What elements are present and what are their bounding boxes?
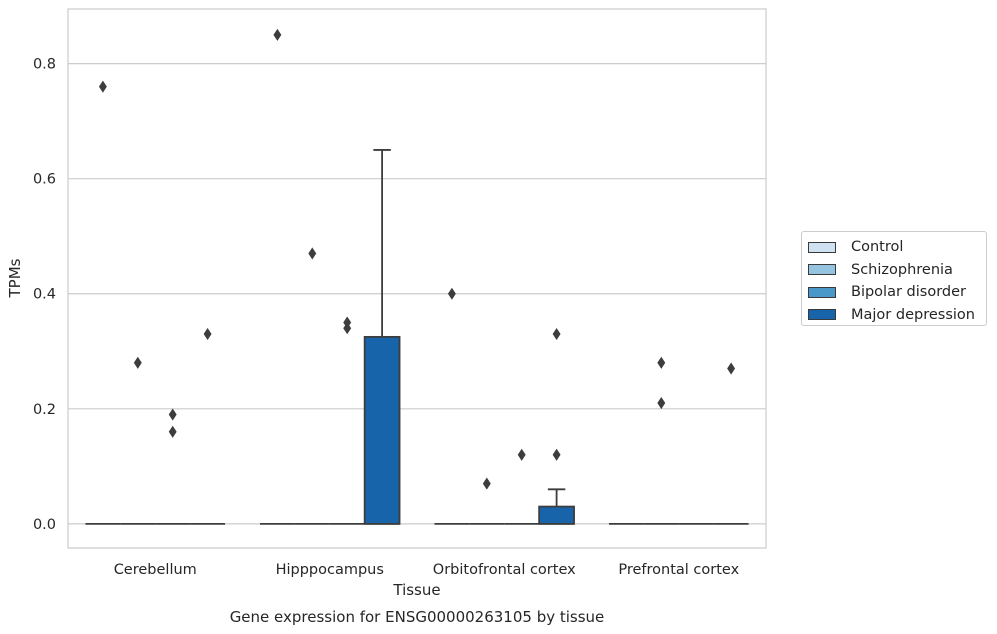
x-axis-label: Tissue bbox=[392, 581, 440, 599]
x-tick-label: Hipppocampus bbox=[276, 562, 384, 578]
legend-item-major-depression: Major depression bbox=[808, 304, 986, 327]
y-axis-label: TPMs bbox=[6, 258, 24, 298]
legend-swatch-control bbox=[808, 241, 836, 253]
y-tick-label: 0.4 bbox=[33, 287, 56, 303]
outlier-point-schizophrenia bbox=[657, 396, 666, 410]
outlier-point-schizophrenia bbox=[482, 477, 491, 490]
outlier-point-bipolar-disorder bbox=[517, 448, 526, 461]
legend-item-bipolar-disorder: Bipolar disorder bbox=[808, 281, 986, 304]
box-major-depression bbox=[363, 335, 401, 525]
outlier-point-major-depression bbox=[552, 448, 561, 461]
legend-swatch-schizophrenia bbox=[808, 264, 836, 276]
plot-frame bbox=[67, 8, 767, 549]
x-tick-label: Prefrontal cortex bbox=[618, 562, 739, 578]
outlier-point-schizophrenia bbox=[657, 356, 666, 369]
y-tick-labels: 0.0 0.2 0.4 0.6 0.8 bbox=[33, 57, 56, 533]
outlier-point-major-depression bbox=[727, 362, 736, 375]
legend-swatch-bipolar-disorder bbox=[808, 286, 836, 298]
y-tick-label: 0.6 bbox=[33, 172, 56, 188]
outlier-point-control bbox=[273, 28, 282, 41]
legend-label-major-depression: Major depression bbox=[851, 306, 975, 323]
legend-swatch-major-depression bbox=[808, 309, 836, 321]
legend: Control Schizophrenia Bipolar disorder M… bbox=[801, 231, 987, 326]
legend-item-control: Control bbox=[808, 236, 986, 259]
outlier-point-bipolar-disorder bbox=[343, 316, 352, 329]
box-major-depression bbox=[538, 505, 575, 525]
y-tick-label: 0.2 bbox=[33, 402, 56, 418]
outlier-point-schizophrenia bbox=[133, 356, 142, 369]
grid-lines bbox=[68, 63, 766, 525]
legend-item-schizophrenia: Schizophrenia bbox=[808, 259, 986, 282]
y-tick-label: 0.8 bbox=[33, 57, 56, 73]
chart-title: Gene expression for ENSG00000263105 by t… bbox=[230, 608, 605, 626]
outlier-point-major-depression bbox=[552, 327, 561, 341]
outlier-point-major-depression bbox=[203, 327, 212, 341]
legend-label-schizophrenia: Schizophrenia bbox=[851, 261, 953, 278]
outlier-point-bipolar-disorder bbox=[168, 408, 177, 421]
legend-label-control: Control bbox=[851, 239, 904, 256]
x-tick-label: Orbitofrontal cortex bbox=[433, 562, 576, 578]
outlier-point-bipolar-disorder bbox=[168, 425, 177, 438]
outlier-point-control bbox=[447, 287, 456, 300]
outlier-point-schizophrenia bbox=[308, 247, 317, 260]
y-tick-label: 0.0 bbox=[33, 517, 56, 533]
box-layer bbox=[85, 149, 749, 525]
outlier-layer bbox=[98, 28, 736, 490]
x-tick-label: Cerebellum bbox=[114, 562, 197, 578]
x-tick-labels: Cerebellum Hipppocampus Orbitofrontal cort… bbox=[114, 562, 740, 578]
outlier-point-control bbox=[98, 80, 107, 93]
legend-label-bipolar-disorder: Bipolar disorder bbox=[851, 284, 966, 301]
